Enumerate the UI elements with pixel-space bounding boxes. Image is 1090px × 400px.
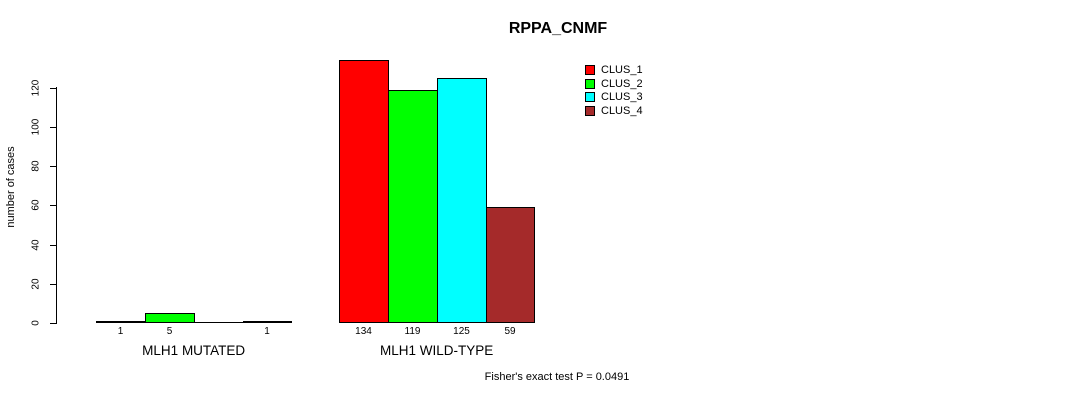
y-axis-tick-label: 120 (30, 79, 42, 97)
bar-value-label: 59 (504, 326, 516, 337)
bar-clus-2 (145, 313, 195, 323)
y-axis-tick-label: 20 (30, 278, 42, 290)
y-axis-tick-label: 60 (30, 199, 42, 211)
y-axis-tick (50, 323, 57, 324)
bar-clus-1 (96, 321, 146, 323)
legend-swatch-clus-4 (585, 105, 595, 116)
y-axis-label: number of cases (5, 146, 17, 228)
y-axis-tick (50, 205, 57, 206)
x-category-label-mlh1-wild-type: MLH1 WILD-TYPE (380, 343, 494, 358)
bar-clus-1 (339, 60, 389, 323)
legend-swatch-clus-1 (585, 65, 595, 75)
bar-value-label: 5 (166, 326, 173, 337)
chart-title: RPPA_CNMF (508, 20, 608, 37)
bar-value-label: 1 (117, 326, 124, 337)
y-axis-tick-label: 40 (30, 239, 42, 251)
x-category-label-mlh1-mutated: MLH1 MUTATED (142, 343, 246, 358)
bar-clus-3 (437, 78, 487, 323)
bar-value-label: 134 (355, 326, 372, 337)
bar-value-label: 125 (453, 326, 470, 337)
bar-clus-2 (388, 90, 438, 323)
bar-value-label: 1 (264, 326, 270, 337)
y-axis-tick-label: 80 (30, 160, 42, 172)
bar-value-label: 119 (404, 326, 421, 337)
y-axis-tick (50, 127, 57, 128)
y-axis-tick (50, 284, 57, 285)
y-axis-tick-label: 0 (30, 320, 42, 326)
fisher-exact-test-annotation: Fisher's exact test P = 0.0491 (484, 371, 630, 383)
y-axis-tick (50, 245, 57, 246)
y-axis-tick (50, 166, 57, 167)
y-axis-tick-label: 100 (30, 118, 42, 136)
bar-clus-3-zero (194, 322, 244, 323)
legend-label-clus-2: CLUS_2 (601, 77, 643, 90)
legend-swatch-clus-2 (585, 78, 595, 89)
legend-swatch-clus-3 (585, 92, 595, 102)
y-axis-tick (50, 88, 57, 89)
legend-label-clus-1: CLUS_1 (601, 64, 643, 76)
bar-clus-4 (486, 207, 535, 323)
bar-clus-4 (243, 321, 292, 323)
legend-label-clus-3: CLUS_3 (601, 91, 643, 103)
legend-label-clus-4: CLUS_4 (601, 104, 643, 117)
